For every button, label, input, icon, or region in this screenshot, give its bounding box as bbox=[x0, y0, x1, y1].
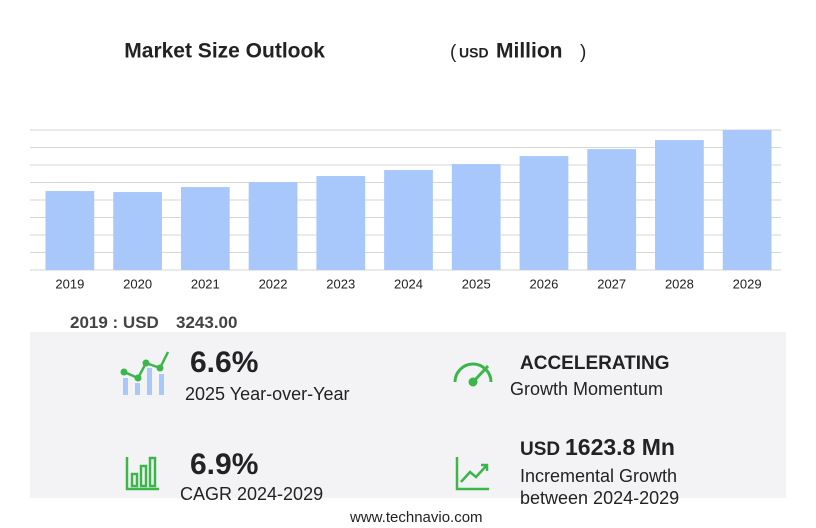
momentum-value: ACCELERATING bbox=[520, 353, 670, 374]
icon-incremental bbox=[455, 457, 489, 491]
cagr-label: CAGR 2024-2029 bbox=[180, 484, 324, 504]
x-tick-label: 2021 bbox=[191, 276, 220, 291]
bar bbox=[180, 187, 230, 270]
bar bbox=[451, 164, 501, 270]
x-tick-label: 2026 bbox=[529, 276, 558, 291]
x-tick-label: 2025 bbox=[462, 276, 491, 291]
x-tick-label: 2020 bbox=[123, 276, 152, 291]
bar bbox=[316, 176, 366, 270]
x-tick-label: 2023 bbox=[326, 276, 355, 291]
title-unit-prefix: USD bbox=[459, 45, 489, 61]
icon-gauge bbox=[453, 362, 493, 387]
title-paren: ( bbox=[450, 42, 457, 63]
incremental-unit: USD bbox=[520, 439, 561, 460]
x-tick-label: 2019 bbox=[55, 276, 84, 291]
momentum-label: Growth Momentum bbox=[510, 379, 664, 399]
bar bbox=[519, 156, 569, 270]
bar bbox=[722, 130, 772, 270]
yoy-label: 2025 Year-over-Year bbox=[185, 384, 350, 404]
cagr-value: 6.9% bbox=[190, 448, 259, 481]
footer: www.technavio.com bbox=[350, 509, 483, 526]
x-tick-label: 2028 bbox=[665, 276, 694, 291]
bar bbox=[248, 182, 298, 270]
icon-cagr bbox=[125, 456, 159, 491]
bar bbox=[587, 149, 637, 270]
chart-title: Market Size Outlook bbox=[124, 40, 325, 63]
incremental-value: 1623.8 Mn bbox=[565, 434, 675, 460]
yoy-value: 6.6% bbox=[190, 346, 259, 379]
bar bbox=[113, 192, 162, 270]
bar bbox=[655, 140, 704, 270]
title-paren: ) bbox=[580, 42, 586, 63]
incremental-label: between 2024-2029 bbox=[520, 488, 680, 508]
summary-value: 3243.00 bbox=[176, 313, 238, 332]
bar bbox=[384, 170, 433, 270]
title-unit: Million bbox=[496, 40, 563, 63]
bar bbox=[45, 191, 95, 270]
icon-yoy bbox=[120, 351, 170, 395]
summary-label: 2019 : USD bbox=[70, 313, 159, 332]
x-tick-label: 2024 bbox=[394, 276, 423, 291]
x-tick-label: 2022 bbox=[259, 276, 288, 291]
x-tick-label: 2029 bbox=[733, 276, 762, 291]
x-tick-label: 2027 bbox=[597, 276, 626, 291]
chart: Market Size Outlook ( USD Million ) 2019… bbox=[30, 40, 781, 291]
incremental-label: Incremental Growth bbox=[520, 466, 678, 486]
